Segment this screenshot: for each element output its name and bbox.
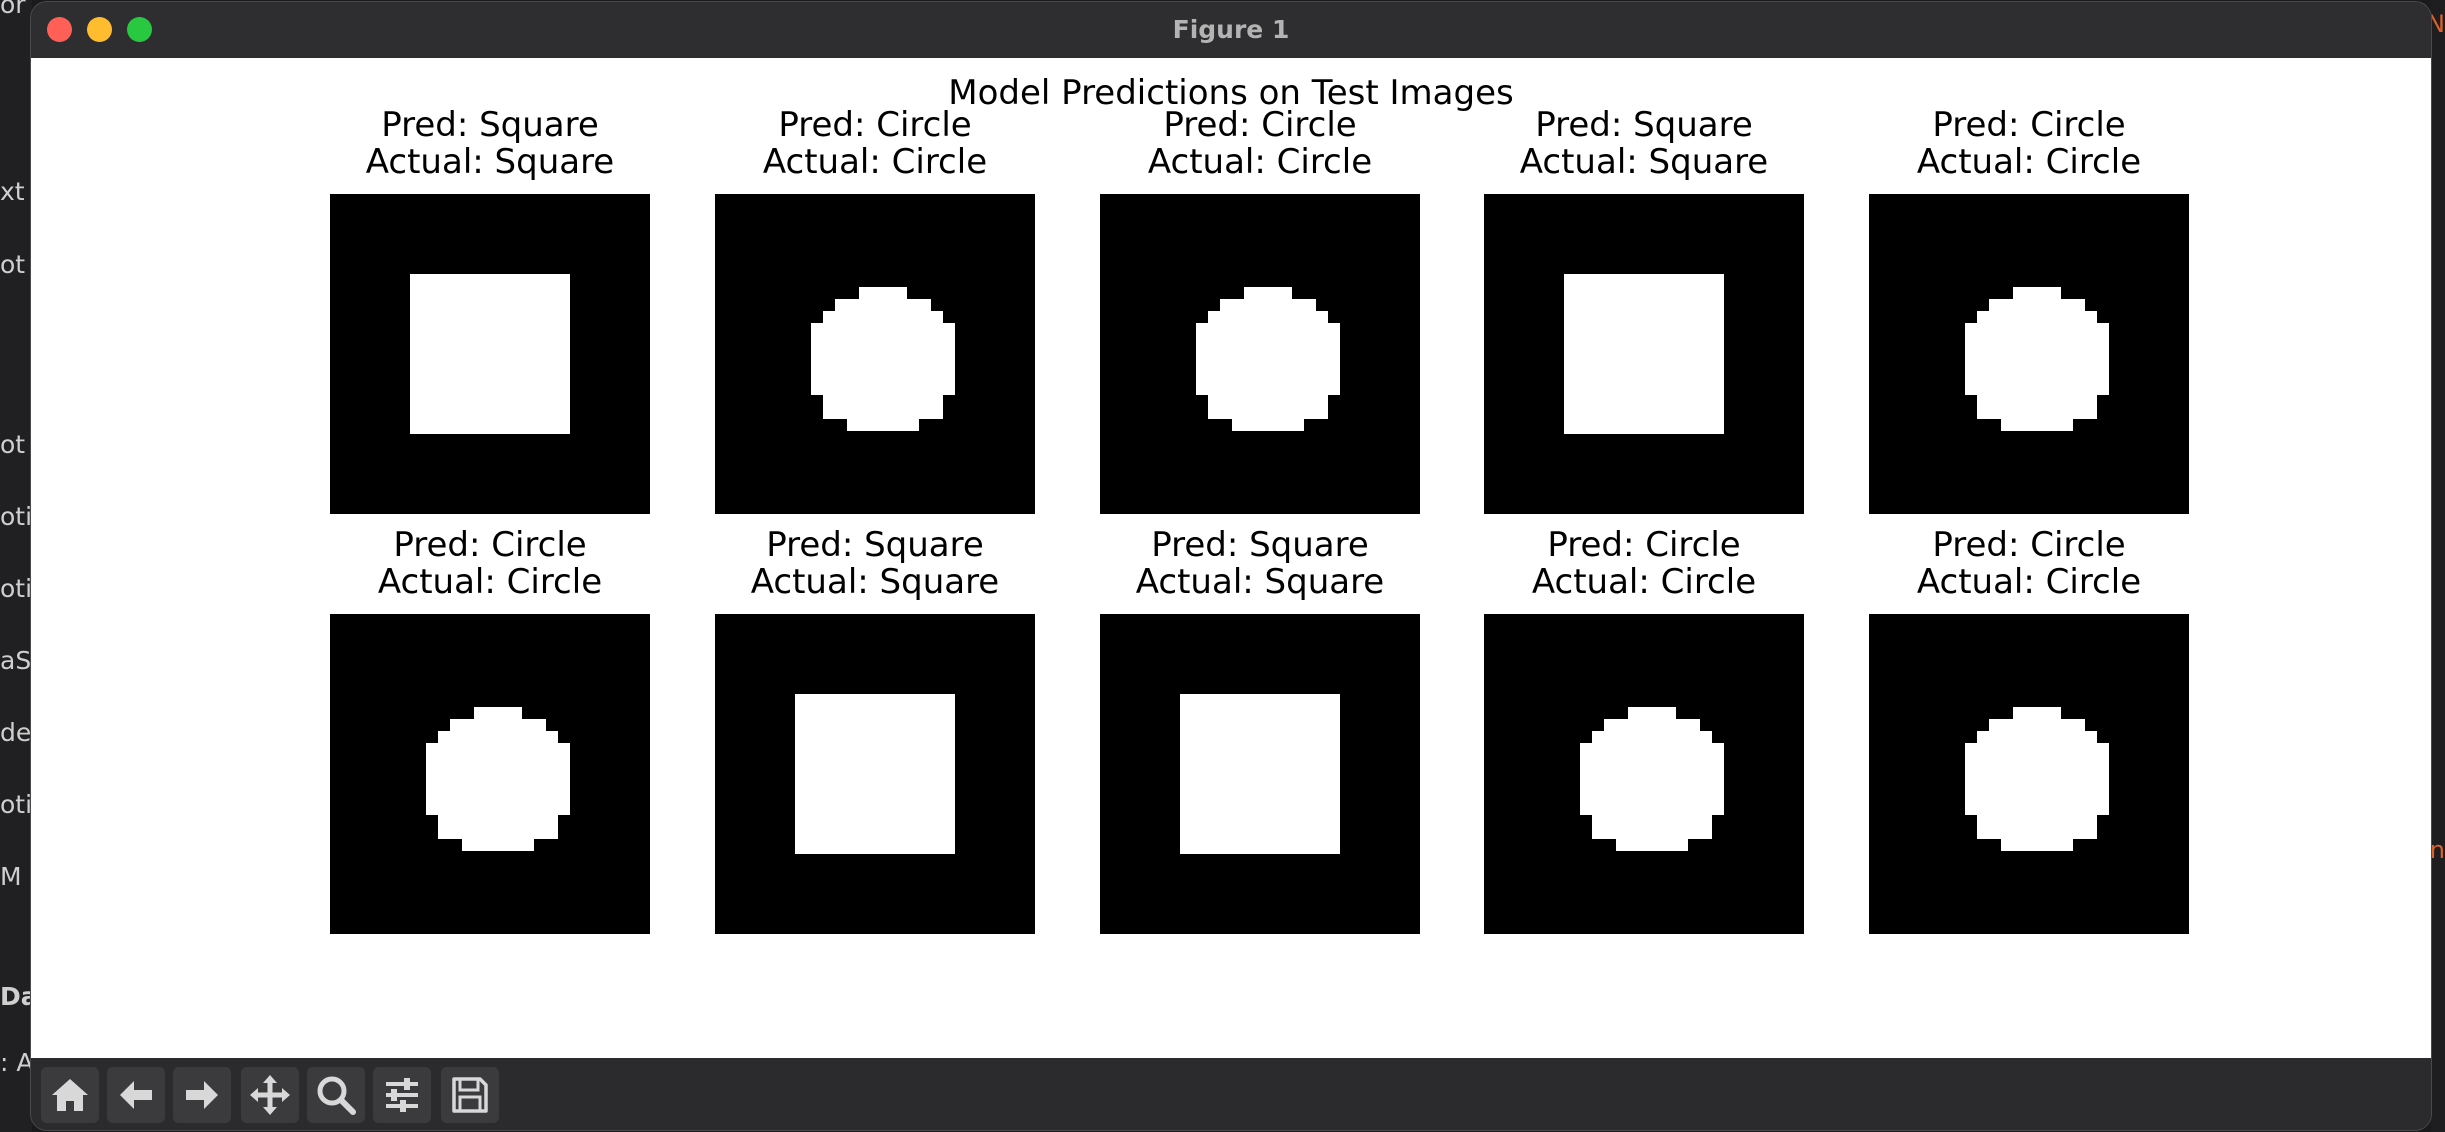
configure-subplots-icon xyxy=(386,1078,418,1112)
test-image xyxy=(1869,194,2189,514)
prediction-label: Pred: Circle xyxy=(393,525,587,565)
background-fragment: otic xyxy=(0,574,32,603)
back-arrow-icon xyxy=(120,1081,152,1109)
close-button[interactable] xyxy=(47,17,72,42)
test-image xyxy=(715,614,1035,934)
prediction-label: Pred: Circle xyxy=(1932,525,2126,565)
background-fragment: ot xyxy=(0,430,26,459)
subplot-title: Pred: Circle Actual: Circle xyxy=(310,527,670,601)
circle-shape xyxy=(1965,707,2109,851)
background-fragment: aS xyxy=(0,646,32,675)
circle-shape xyxy=(1965,287,2109,431)
prediction-label: Pred: Square xyxy=(766,525,984,565)
actual-label: Actual: Circle xyxy=(1147,142,1373,182)
zoom-icon xyxy=(317,1076,356,1115)
navigation-toolbar xyxy=(31,1058,2431,1130)
background-app-sidebar: or xt ot ot otic otic aS de otic M S Da … xyxy=(0,0,32,1132)
background-fragment: otic xyxy=(0,502,32,531)
background-fragment: otic xyxy=(0,790,32,819)
actual-label: Actual: Circle xyxy=(1916,562,2142,602)
test-image xyxy=(715,194,1035,514)
background-fragment: n xyxy=(2429,836,2445,864)
test-image xyxy=(1100,194,1420,514)
square-shape xyxy=(1180,694,1340,854)
circle-shape xyxy=(811,287,955,431)
save-button[interactable] xyxy=(441,1067,499,1123)
prediction-label: Pred: Circle xyxy=(778,105,972,145)
prediction-label: Pred: Square xyxy=(1535,105,1753,145)
background-fragment: xt xyxy=(0,177,25,206)
subplot-title: Pred: Circle Actual: Circle xyxy=(1849,107,2209,181)
actual-label: Actual: Circle xyxy=(1916,142,2142,182)
configure-subplots-button[interactable] xyxy=(373,1067,431,1123)
prediction-label: Pred: Circle xyxy=(1932,105,2126,145)
forward-arrow-icon xyxy=(186,1081,218,1109)
circle-shape xyxy=(1580,707,1724,851)
subplot-title: Pred: Square Actual: Square xyxy=(310,107,670,181)
pan-button[interactable] xyxy=(241,1067,299,1123)
forward-button[interactable] xyxy=(173,1067,231,1123)
actual-label: Actual: Square xyxy=(1519,142,1769,182)
home-icon xyxy=(52,1079,88,1111)
subplot-title: Pred: Circle Actual: Circle xyxy=(695,107,1055,181)
actual-label: Actual: Circle xyxy=(762,142,988,182)
subplot-title: Pred: Square Actual: Square xyxy=(1080,527,1440,601)
square-shape xyxy=(410,274,570,434)
figure-suptitle: Model Predictions on Test Images xyxy=(948,73,1514,113)
background-fragment: : A xyxy=(0,1048,32,1077)
prediction-label: Pred: Square xyxy=(381,105,599,145)
back-button[interactable] xyxy=(107,1067,165,1123)
prediction-label: Pred: Circle xyxy=(1163,105,1357,145)
background-fragment: M S xyxy=(0,862,32,891)
subplot-title: Pred: Square Actual: Square xyxy=(695,527,1055,601)
home-button[interactable] xyxy=(41,1067,99,1123)
save-icon xyxy=(452,1077,488,1113)
figure-window: Figure 1 Model Predictions on Test Image… xyxy=(31,2,2431,1130)
window-titlebar[interactable]: Figure 1 xyxy=(31,2,2431,57)
background-fragment: N xyxy=(2427,10,2445,38)
circle-shape xyxy=(1196,287,1340,431)
minimize-button[interactable] xyxy=(87,17,112,42)
background-fragment: Da xyxy=(0,982,32,1011)
subplot-title: Pred: Circle Actual: Circle xyxy=(1849,527,2209,601)
actual-label: Actual: Square xyxy=(365,142,615,182)
maximize-button[interactable] xyxy=(127,17,152,42)
prediction-label: Pred: Circle xyxy=(1547,525,1741,565)
zoom-button[interactable] xyxy=(307,1067,365,1123)
background-fragment: ot xyxy=(0,250,26,279)
actual-label: Actual: Circle xyxy=(1531,562,1757,602)
test-image xyxy=(1869,614,2189,934)
prediction-label: Pred: Square xyxy=(1151,525,1369,565)
background-app-right-edge: N n xyxy=(2427,0,2445,1132)
subplot-title: Pred: Square Actual: Square xyxy=(1464,107,1824,181)
square-shape xyxy=(1564,274,1724,434)
pan-icon xyxy=(250,1075,290,1115)
actual-label: Actual: Square xyxy=(750,562,1000,602)
figure-canvas: Model Predictions on Test Images Pred: S… xyxy=(31,58,2431,1058)
circle-shape xyxy=(426,707,570,851)
test-image xyxy=(1484,194,1804,514)
actual-label: Actual: Circle xyxy=(377,562,603,602)
background-fragment: or xyxy=(0,0,26,19)
test-image xyxy=(330,194,650,514)
background-fragment: de xyxy=(0,718,32,747)
subplot-title: Pred: Circle Actual: Circle xyxy=(1080,107,1440,181)
window-title: Figure 1 xyxy=(1172,15,1290,44)
square-shape xyxy=(795,694,955,854)
test-image xyxy=(1100,614,1420,934)
actual-label: Actual: Square xyxy=(1135,562,1385,602)
subplot-title: Pred: Circle Actual: Circle xyxy=(1464,527,1824,601)
test-image xyxy=(330,614,650,934)
test-image xyxy=(1484,614,1804,934)
